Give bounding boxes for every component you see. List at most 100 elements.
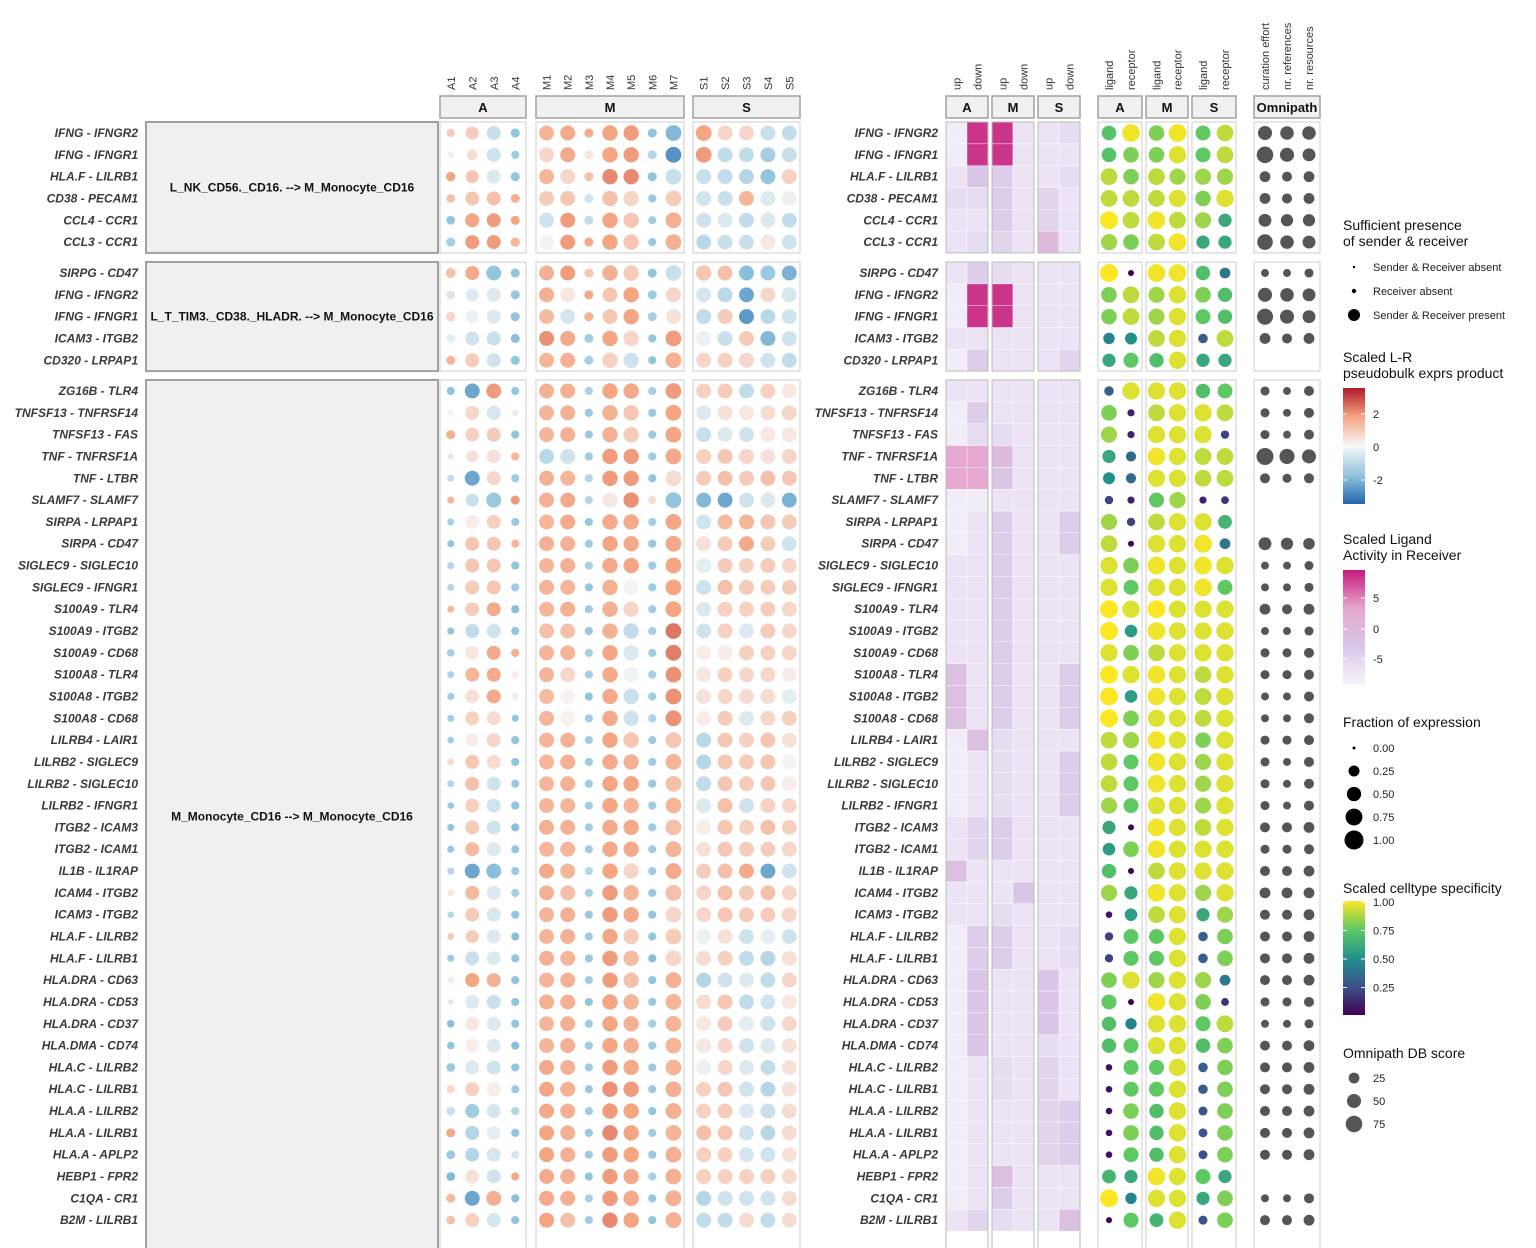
expression-dot: [465, 711, 480, 726]
expression-dot: [446, 128, 455, 138]
specificity-dot: [1194, 797, 1212, 814]
expression-dot: [602, 309, 618, 325]
expression-dot: [696, 1190, 712, 1206]
specificity-dot: [1148, 644, 1165, 662]
expression-dot: [465, 624, 480, 639]
expression-dot: [511, 605, 520, 614]
activity-cell: [991, 990, 1014, 1014]
activity-cell: [991, 261, 1014, 285]
specificity-dot: [1100, 665, 1118, 684]
activity-cell: [1012, 423, 1035, 446]
activity-cell: [991, 772, 1014, 795]
activity-cell: [1012, 187, 1035, 210]
expression-dot: [760, 929, 776, 944]
specificity-dot: [1147, 993, 1166, 1011]
specificity-dot: [1198, 1215, 1208, 1225]
specificity-dot: [1124, 690, 1138, 703]
expression-dot: [648, 430, 657, 439]
expression-dot: [739, 1059, 754, 1075]
omnipath-dot: [1260, 801, 1270, 811]
activity-cell: [966, 794, 989, 817]
activity-cell: [991, 1012, 1014, 1035]
activity-cell: [1058, 1056, 1081, 1079]
expression-dot: [465, 754, 480, 769]
expression-dot: [486, 711, 501, 726]
expression-dot: [539, 330, 555, 346]
expression-dot: [584, 626, 593, 636]
panel-strip: [1037, 95, 1081, 119]
expression-dot: [602, 819, 618, 836]
expression-dot: [739, 405, 754, 421]
specificity-dot: [1168, 189, 1187, 208]
specificity-dot: [1217, 383, 1233, 399]
expression-dot: [602, 994, 618, 1010]
expression-dot: [539, 776, 555, 792]
expression-dot: [717, 1059, 733, 1075]
expression-dot: [602, 841, 618, 857]
expression-dot: [447, 780, 455, 788]
expression-dot: [602, 1059, 618, 1076]
activity-cell: [991, 794, 1014, 817]
specificity-dot: [1128, 868, 1134, 875]
expression-dot: [539, 689, 555, 704]
activity-cell: [1058, 772, 1081, 795]
expression-dot: [447, 823, 455, 831]
expression-dot: [465, 842, 480, 857]
omnipath-dot: [1302, 214, 1316, 227]
omnipath-dot: [1256, 308, 1274, 325]
omnipath-dot: [1260, 670, 1270, 680]
activity-cell: [945, 445, 968, 468]
activity-cell: [991, 305, 1014, 328]
activity-cell: [991, 532, 1014, 555]
expression-dot: [584, 801, 593, 810]
expression-dot: [739, 309, 754, 325]
expression-dot: [781, 1190, 797, 1206]
lr-pair-label: HLA.C - LILRB1: [849, 1082, 939, 1096]
expression-dot: [760, 623, 776, 639]
lr-pair-label: HLA.DRA - CD63: [843, 973, 938, 987]
specificity-dot: [1100, 709, 1118, 728]
expression-dot: [602, 972, 618, 988]
expression-dot: [560, 579, 576, 595]
activity-cell: [991, 1121, 1014, 1144]
omnipath-dot: [1260, 735, 1270, 745]
activity-cell: [991, 619, 1014, 643]
expression-dot: [465, 1104, 480, 1119]
activity-cell: [966, 305, 989, 328]
expression-dot: [584, 736, 593, 745]
expression-dot: [486, 624, 501, 639]
lr-pair-label: S100A9 - CD68: [53, 646, 138, 660]
expression-dot: [717, 863, 733, 879]
expression-dot: [486, 885, 501, 900]
expression-dot: [648, 910, 657, 919]
expression-dot: [602, 666, 618, 683]
activity-cell: [991, 816, 1014, 839]
activity-cell: [945, 1209, 968, 1232]
legend-tick-label: 50: [1373, 1096, 1385, 1108]
specificity-dot: [1196, 1191, 1210, 1205]
expression-dot: [696, 352, 712, 368]
lr-pair-label: S100A8 - ITGB2: [49, 689, 139, 703]
expression-dot: [696, 212, 712, 228]
expression-dot: [539, 754, 555, 770]
omnipath-dot: [1303, 974, 1315, 986]
expression-dot: [696, 710, 712, 726]
specificity-dot: [1123, 1081, 1139, 1097]
expression-dot: [696, 448, 712, 464]
expression-dot: [486, 558, 501, 573]
expression-dot: [648, 932, 657, 941]
legend-dot: [1345, 1115, 1363, 1133]
omnipath-dot: [1304, 691, 1314, 702]
expression-dot: [623, 754, 639, 770]
omnipath-dot: [1257, 287, 1273, 302]
omnipath-dot: [1281, 887, 1293, 899]
expression-dot: [447, 692, 455, 701]
legend-tick-label: 75: [1373, 1119, 1385, 1131]
expression-dot: [584, 888, 593, 897]
expression-dot: [511, 954, 520, 963]
lr-pair-label: TNFSF13 - FAS: [852, 428, 938, 442]
activity-cell: [1037, 401, 1060, 424]
expression-dot: [717, 1103, 733, 1119]
expression-dot: [539, 645, 555, 661]
expression-dot: [760, 558, 776, 574]
